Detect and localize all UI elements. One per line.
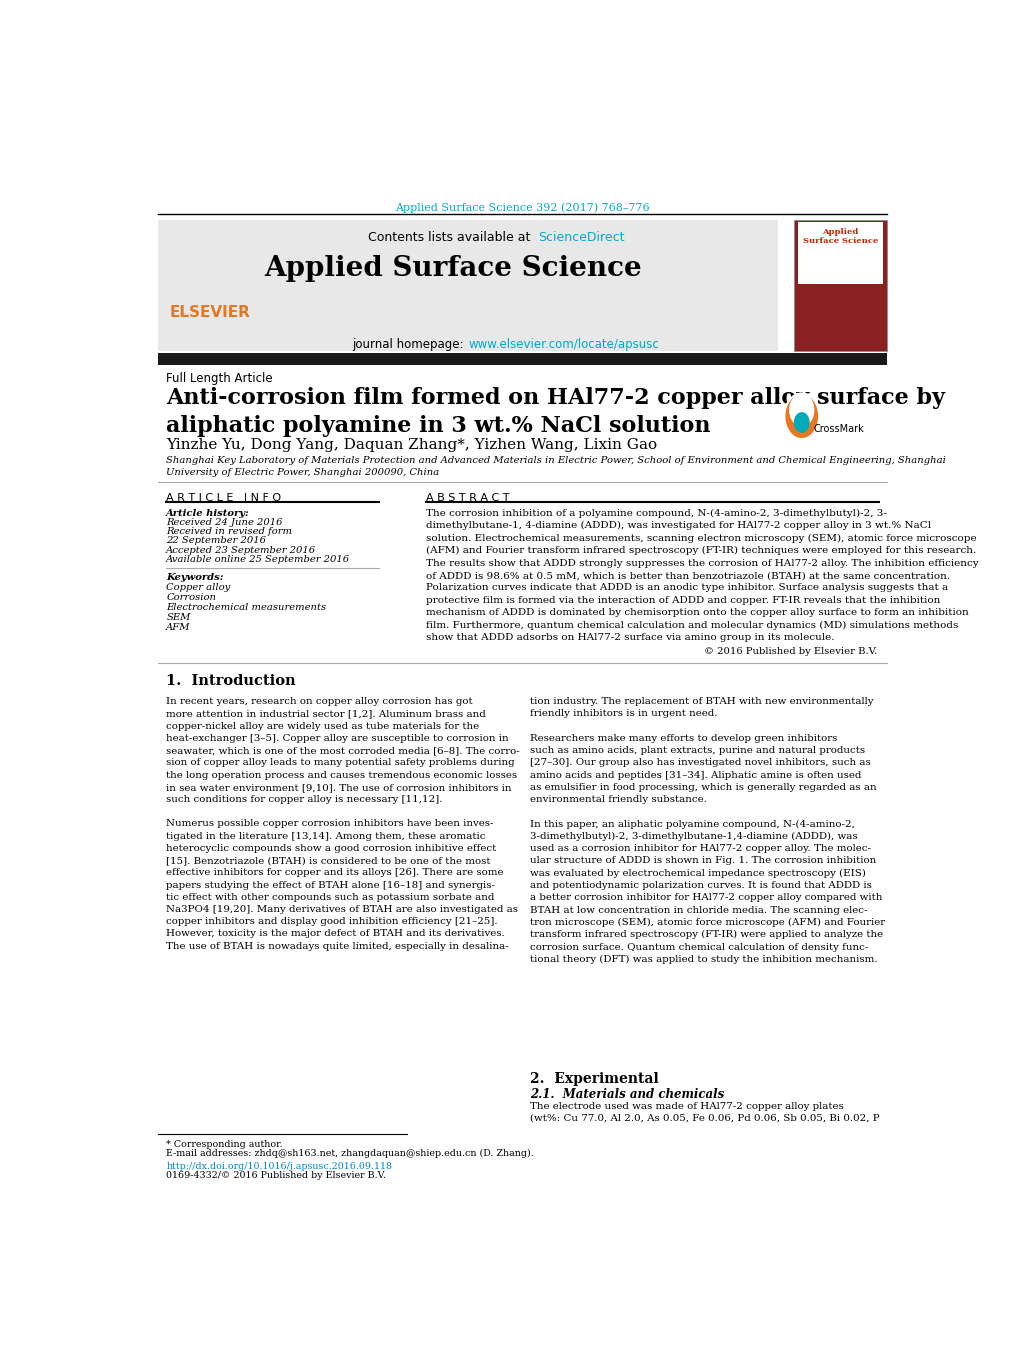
FancyBboxPatch shape	[797, 222, 882, 284]
Circle shape	[789, 393, 813, 427]
Text: Shanghai Key Laboratory of Materials Protection and Advanced Materials in Electr: Shanghai Key Laboratory of Materials Pro…	[166, 457, 946, 477]
Text: * Corresponding author.: * Corresponding author.	[166, 1140, 282, 1148]
Text: tion industry. The replacement of BTAH with new environmentally
friendly inhibit: tion industry. The replacement of BTAH w…	[530, 697, 884, 965]
Text: CrossMark: CrossMark	[812, 424, 863, 434]
Text: ELSEVIER: ELSEVIER	[170, 304, 251, 320]
Text: www.elsevier.com/locate/apsusc: www.elsevier.com/locate/apsusc	[468, 338, 658, 351]
Text: A R T I C L E   I N F O: A R T I C L E I N F O	[166, 493, 281, 503]
Text: 1.  Introduction: 1. Introduction	[166, 674, 296, 688]
Text: 22 September 2016: 22 September 2016	[166, 536, 266, 546]
Text: E-mail addresses: zhdq@sh163.net, zhangdaquan@shiep.edu.cn (D. Zhang).: E-mail addresses: zhdq@sh163.net, zhangd…	[166, 1150, 534, 1158]
Text: Electrochemical measurements: Electrochemical measurements	[166, 604, 326, 612]
Text: SEM: SEM	[166, 613, 191, 623]
Text: journal homepage:: journal homepage:	[352, 338, 467, 351]
Text: http://dx.doi.org/10.1016/j.apsusc.2016.09.118: http://dx.doi.org/10.1016/j.apsusc.2016.…	[166, 1162, 392, 1170]
Text: The electrode used was made of HAl77-2 copper alloy plates
(wt%: Cu 77.0, Al 2.0: The electrode used was made of HAl77-2 c…	[530, 1101, 879, 1123]
Text: ScienceDirect: ScienceDirect	[538, 231, 625, 245]
FancyBboxPatch shape	[793, 220, 887, 351]
Text: Applied
Surface Science: Applied Surface Science	[802, 227, 877, 246]
Text: Keywords:: Keywords:	[166, 573, 223, 582]
FancyBboxPatch shape	[158, 353, 887, 365]
Circle shape	[784, 393, 818, 439]
Text: Available online 25 September 2016: Available online 25 September 2016	[166, 555, 351, 563]
Text: Copper alloy: Copper alloy	[166, 584, 230, 592]
Text: Received in revised form: Received in revised form	[166, 527, 292, 536]
Text: The corrosion inhibition of a polyamine compound, N-(4-amino-2, 3-dimethylbutyl): The corrosion inhibition of a polyamine …	[426, 508, 977, 642]
Text: Corrosion: Corrosion	[166, 593, 216, 603]
FancyBboxPatch shape	[158, 220, 777, 351]
Text: Applied Surface Science: Applied Surface Science	[264, 254, 641, 281]
Text: Article history:: Article history:	[166, 508, 250, 517]
Text: 0169-4332/© 2016 Published by Elsevier B.V.: 0169-4332/© 2016 Published by Elsevier B…	[166, 1171, 386, 1179]
Text: 2.  Experimental: 2. Experimental	[530, 1073, 658, 1086]
Text: In recent years, research on copper alloy corrosion has got
more attention in in: In recent years, research on copper allo…	[166, 697, 520, 951]
Text: 2.1.  Materials and chemicals: 2.1. Materials and chemicals	[530, 1089, 725, 1101]
Text: Applied Surface Science 392 (2017) 768–776: Applied Surface Science 392 (2017) 768–7…	[395, 203, 649, 212]
Text: Received 24 June 2016: Received 24 June 2016	[166, 517, 282, 527]
Circle shape	[793, 412, 809, 432]
Text: Full Length Article: Full Length Article	[166, 372, 273, 385]
Text: Yinzhe Yu, Dong Yang, Daquan Zhang*, Yizhen Wang, Lixin Gao: Yinzhe Yu, Dong Yang, Daquan Zhang*, Yiz…	[166, 438, 656, 451]
Text: Contents lists available at: Contents lists available at	[368, 231, 534, 245]
Text: Anti-corrosion film formed on HAl77-2 copper alloy surface by
aliphatic polyamin: Anti-corrosion film formed on HAl77-2 co…	[166, 386, 945, 436]
Text: AFM: AFM	[166, 623, 191, 632]
Text: Accepted 23 September 2016: Accepted 23 September 2016	[166, 546, 316, 554]
Text: A B S T R A C T: A B S T R A C T	[426, 493, 508, 503]
Text: © 2016 Published by Elsevier B.V.: © 2016 Published by Elsevier B.V.	[704, 647, 876, 657]
